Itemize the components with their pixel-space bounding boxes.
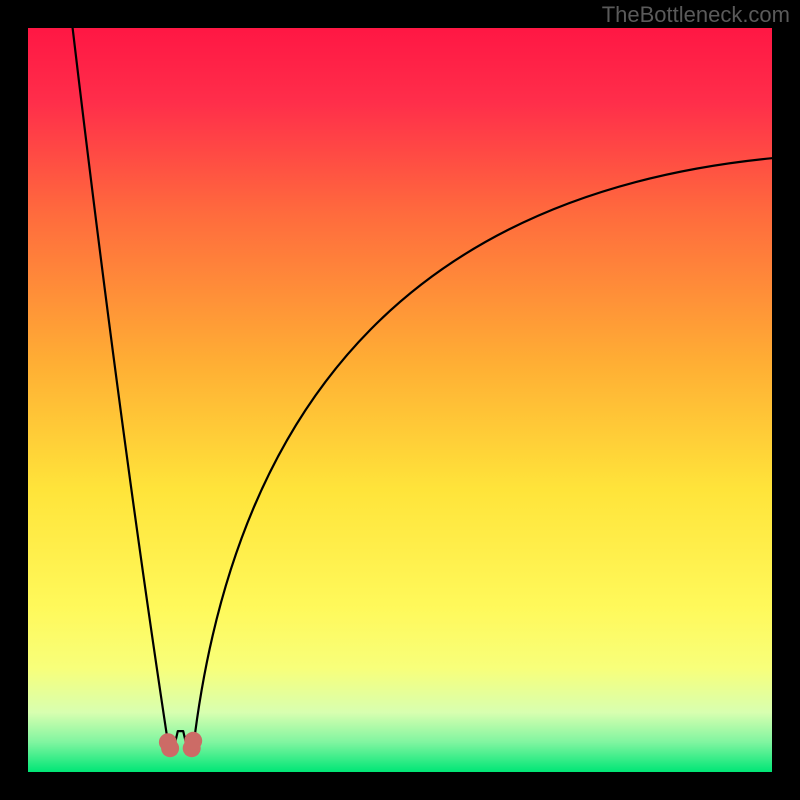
- chart-frame: TheBottleneck.com: [0, 0, 800, 800]
- dip-marker: [161, 739, 179, 757]
- plot-background: [28, 28, 772, 772]
- watermark-text: TheBottleneck.com: [602, 2, 790, 28]
- bottleneck-curve-chart: [0, 0, 800, 800]
- dip-marker: [184, 732, 202, 750]
